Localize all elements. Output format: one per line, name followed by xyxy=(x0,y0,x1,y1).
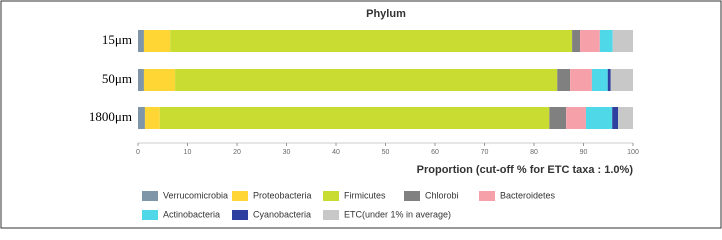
x-tick-label: 0 xyxy=(136,149,140,156)
bar-segment xyxy=(566,107,586,129)
x-tick-label: 100 xyxy=(627,149,639,156)
x-tick-label: 90 xyxy=(580,149,588,156)
legend-swatch xyxy=(479,191,495,201)
legend-label: Actinobacteria xyxy=(163,209,220,219)
x-tick-label: 30 xyxy=(283,149,291,156)
x-tick-label: 20 xyxy=(233,149,241,156)
legend-swatch xyxy=(404,191,420,201)
legend-label: ETC(under 1% in average) xyxy=(344,209,451,219)
bar-segment xyxy=(612,30,633,52)
bar-segment xyxy=(138,30,144,52)
x-tick-label: 50 xyxy=(382,149,390,156)
bar-segment xyxy=(170,30,573,52)
x-tick-label: 80 xyxy=(530,149,538,156)
x-axis-title: Proportion (cut-off % for ETC taxa : 1.0… xyxy=(417,164,634,176)
chart: Phylum Proportion (cut-off % for ETC tax… xyxy=(0,0,722,229)
bar-segment xyxy=(138,69,144,91)
bar-segment xyxy=(549,107,567,129)
bar-segment xyxy=(599,30,613,52)
legend-swatch xyxy=(232,191,248,201)
x-tick-label: 70 xyxy=(481,149,489,156)
legend-label: Bacteroidetes xyxy=(500,190,556,200)
bar-segment xyxy=(580,30,600,52)
bar-segment xyxy=(159,107,550,129)
bar-segment xyxy=(138,107,145,129)
legend-swatch xyxy=(323,191,339,201)
y-tick-label: 50μm xyxy=(102,71,132,86)
bar-segment xyxy=(143,69,176,91)
bar-segment xyxy=(607,69,611,91)
bar-segment xyxy=(585,107,613,129)
bar-segment xyxy=(612,107,619,129)
bar-segment xyxy=(143,30,171,52)
x-tick-label: 60 xyxy=(431,149,439,156)
y-tick-label: 15μm xyxy=(102,32,132,47)
legend-label: Verrucomicrobia xyxy=(163,190,228,200)
bar-segment xyxy=(557,69,571,91)
bar-segment xyxy=(618,107,633,129)
bar-segment xyxy=(144,107,160,129)
legend-label: Cyanobacteria xyxy=(253,209,311,219)
y-tick-label: 1800μm xyxy=(89,109,132,124)
bar-segment xyxy=(570,69,592,91)
bar-segment xyxy=(572,30,581,52)
x-tick-label: 10 xyxy=(184,149,192,156)
legend-swatch xyxy=(142,210,158,220)
legend-label: Firmicutes xyxy=(344,190,386,200)
bar-segment xyxy=(591,69,608,91)
legend-swatch xyxy=(323,210,339,220)
legend-swatch xyxy=(142,191,158,201)
bar-segment xyxy=(175,69,558,91)
legend-label: Chlorobi xyxy=(425,190,459,200)
bar-segment xyxy=(610,69,633,91)
x-tick-label: 40 xyxy=(332,149,340,156)
chart-title: Phylum xyxy=(366,8,406,20)
legend-label: Proteobacteria xyxy=(253,190,312,200)
legend-swatch xyxy=(232,210,248,220)
